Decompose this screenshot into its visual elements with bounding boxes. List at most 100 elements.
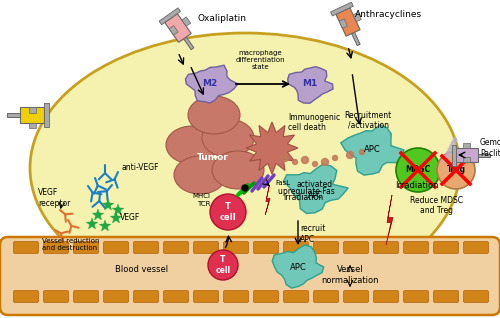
FancyBboxPatch shape xyxy=(464,241,488,253)
FancyBboxPatch shape xyxy=(434,241,458,253)
FancyBboxPatch shape xyxy=(104,241,128,253)
Bar xyxy=(463,143,470,148)
Polygon shape xyxy=(272,245,324,288)
FancyBboxPatch shape xyxy=(224,241,248,253)
Circle shape xyxy=(242,185,248,191)
FancyBboxPatch shape xyxy=(44,291,68,302)
FancyBboxPatch shape xyxy=(14,241,38,253)
FancyBboxPatch shape xyxy=(284,291,308,302)
FancyBboxPatch shape xyxy=(194,241,218,253)
Polygon shape xyxy=(265,185,270,215)
Polygon shape xyxy=(288,67,333,103)
FancyBboxPatch shape xyxy=(164,241,188,253)
Polygon shape xyxy=(86,218,98,229)
Text: Anthracyclines: Anthracyclines xyxy=(355,10,422,19)
Ellipse shape xyxy=(174,156,226,194)
FancyBboxPatch shape xyxy=(74,291,98,302)
FancyBboxPatch shape xyxy=(20,107,44,123)
FancyBboxPatch shape xyxy=(284,241,308,253)
Circle shape xyxy=(312,162,318,167)
Text: Vessel reduction
and destruction: Vessel reduction and destruction xyxy=(42,238,100,251)
Circle shape xyxy=(453,138,457,142)
Bar xyxy=(478,154,490,156)
Ellipse shape xyxy=(166,126,218,164)
FancyBboxPatch shape xyxy=(374,241,398,253)
FancyBboxPatch shape xyxy=(464,291,488,302)
Bar xyxy=(352,32,360,45)
Ellipse shape xyxy=(188,96,240,134)
FancyBboxPatch shape xyxy=(336,8,360,36)
Circle shape xyxy=(332,156,338,161)
Bar xyxy=(339,19,347,28)
Circle shape xyxy=(302,156,308,163)
FancyBboxPatch shape xyxy=(404,291,428,302)
FancyBboxPatch shape xyxy=(344,241,368,253)
Text: Oxaliplatin: Oxaliplatin xyxy=(197,14,246,23)
Text: Blood vessel: Blood vessel xyxy=(115,266,168,274)
Polygon shape xyxy=(341,125,404,175)
Circle shape xyxy=(292,160,298,164)
Circle shape xyxy=(322,158,328,165)
Ellipse shape xyxy=(202,119,254,157)
Text: TCR: TCR xyxy=(196,201,210,207)
Circle shape xyxy=(282,155,288,162)
Polygon shape xyxy=(110,212,122,223)
Text: VEGF
receptor: VEGF receptor xyxy=(38,188,70,208)
FancyBboxPatch shape xyxy=(134,241,158,253)
Bar xyxy=(44,103,48,127)
Text: MDSC: MDSC xyxy=(406,165,430,175)
Text: Vessel
normalization: Vessel normalization xyxy=(321,265,379,285)
Text: Tumor: Tumor xyxy=(197,154,229,162)
Bar xyxy=(330,2,353,16)
Text: T
cell: T cell xyxy=(216,255,230,275)
Circle shape xyxy=(437,151,475,189)
FancyBboxPatch shape xyxy=(314,291,338,302)
Text: T
cell: T cell xyxy=(220,202,236,222)
Bar xyxy=(184,37,194,50)
Polygon shape xyxy=(102,199,114,210)
Circle shape xyxy=(446,151,450,155)
Text: M2: M2 xyxy=(202,80,218,88)
Polygon shape xyxy=(386,195,393,245)
FancyBboxPatch shape xyxy=(404,241,428,253)
Text: Irradiation: Irradiation xyxy=(283,193,323,203)
FancyBboxPatch shape xyxy=(314,241,338,253)
FancyBboxPatch shape xyxy=(134,291,158,302)
FancyBboxPatch shape xyxy=(14,291,38,302)
FancyBboxPatch shape xyxy=(434,291,458,302)
Text: Reduce MDSC
and Treg: Reduce MDSC and Treg xyxy=(410,196,464,215)
Ellipse shape xyxy=(212,151,264,189)
Circle shape xyxy=(208,250,238,280)
Polygon shape xyxy=(112,204,124,215)
FancyBboxPatch shape xyxy=(254,291,278,302)
Bar xyxy=(182,17,190,26)
Circle shape xyxy=(346,151,354,158)
Bar xyxy=(169,26,178,35)
FancyBboxPatch shape xyxy=(0,237,500,315)
FancyBboxPatch shape xyxy=(224,291,248,302)
FancyBboxPatch shape xyxy=(74,241,98,253)
Bar xyxy=(159,8,180,25)
FancyBboxPatch shape xyxy=(374,291,398,302)
Polygon shape xyxy=(92,209,104,220)
FancyBboxPatch shape xyxy=(456,148,478,162)
Text: Immunogenic
cell death: Immunogenic cell death xyxy=(288,113,340,132)
Bar xyxy=(452,144,456,165)
Text: macrophage
differentiation
state: macrophage differentiation state xyxy=(235,50,285,70)
Ellipse shape xyxy=(30,33,460,303)
Polygon shape xyxy=(284,164,348,213)
Text: VEGF: VEGF xyxy=(120,213,140,223)
FancyBboxPatch shape xyxy=(344,291,368,302)
Text: Recruitment
/activation: Recruitment /activation xyxy=(344,111,392,130)
Circle shape xyxy=(450,145,454,149)
Text: upregulate Fas: upregulate Fas xyxy=(278,188,335,197)
Text: APC: APC xyxy=(290,262,306,272)
Bar xyxy=(6,113,20,117)
Text: APC: APC xyxy=(364,146,380,155)
Bar xyxy=(463,157,470,162)
Text: recruit
APC: recruit APC xyxy=(300,224,326,244)
Text: Irradiation: Irradiation xyxy=(395,181,438,190)
FancyBboxPatch shape xyxy=(194,291,218,302)
Text: MHCI: MHCI xyxy=(192,193,210,199)
Bar xyxy=(28,123,36,128)
